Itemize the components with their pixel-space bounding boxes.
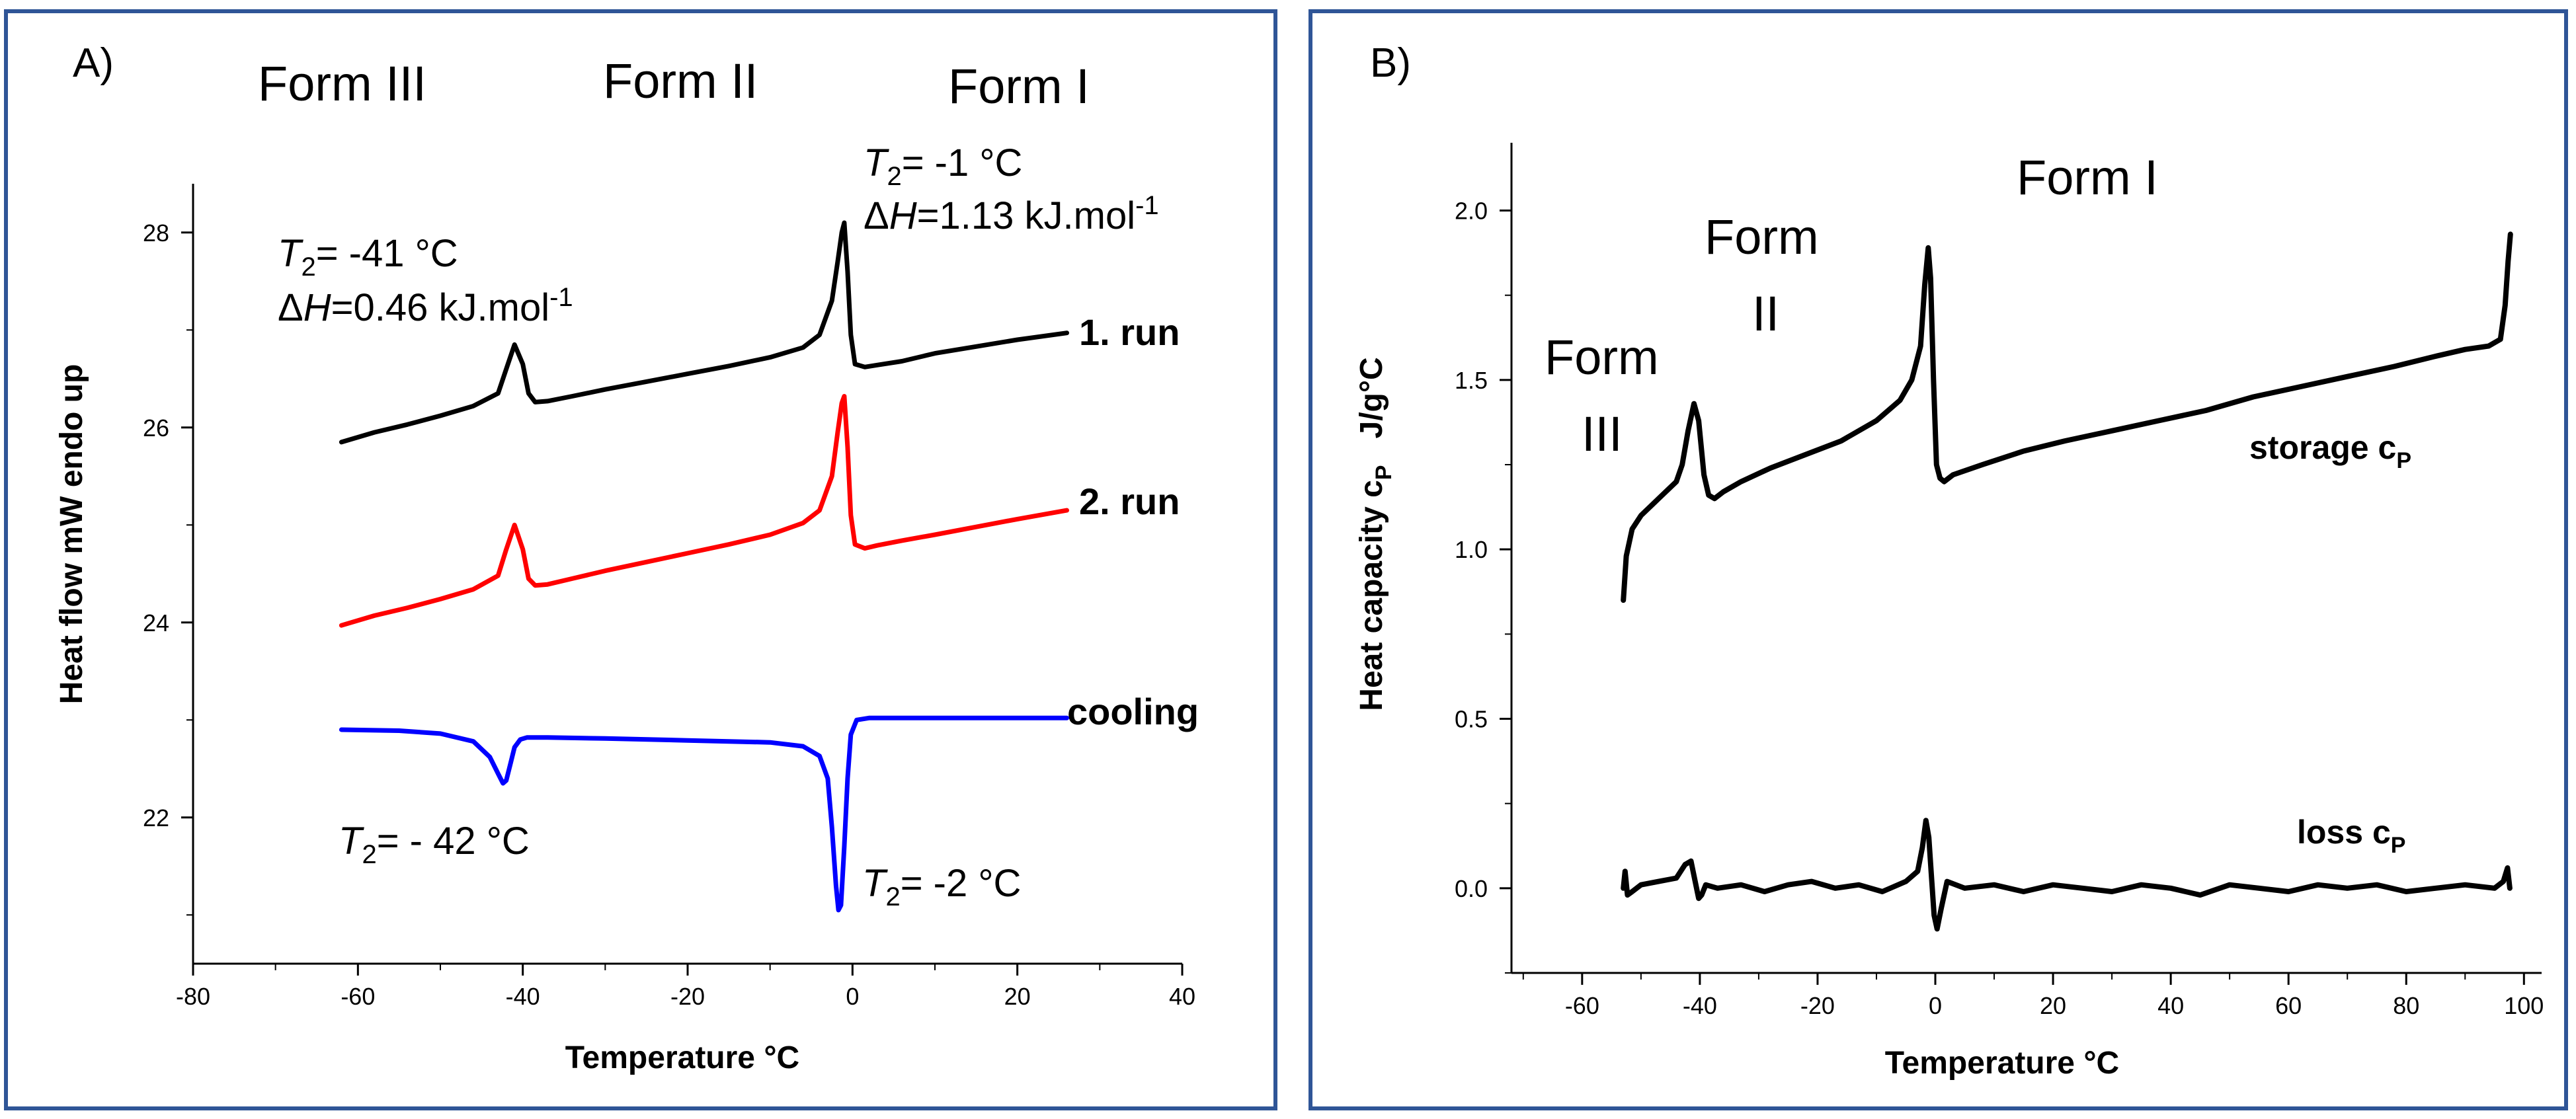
panel-b-x-tick-label: 80 — [2393, 992, 2419, 1019]
x-axis-title-a: Temperature °C — [565, 1040, 799, 1075]
t-subscript: 2 — [887, 162, 901, 191]
delta-symbol: Δ — [864, 194, 889, 237]
peak2-temperature-annotation: T2= -1 °C — [864, 141, 1022, 191]
panel-b-x-tick-label: 100 — [2504, 992, 2544, 1019]
panel-a-x-tick-label: 20 — [1004, 983, 1031, 1010]
panel-a-series-line-2 — [339, 394, 1069, 628]
panel-b-y-tick-label: 2.0 — [1455, 198, 1488, 225]
series-label-run2: 2. run — [1079, 481, 1180, 522]
y-axis-title-b-text: Heat capacity c — [1354, 480, 1389, 711]
form-iii-label-b-line1: Form — [1545, 330, 1659, 385]
h-symbol: H — [889, 194, 917, 237]
peak2-enthalpy-annotation: ΔH=1.13 kJ.mol-1 — [864, 191, 1159, 237]
panel-a-series-line-3 — [339, 715, 1069, 913]
panel-b-x-tick-label: 0 — [1929, 992, 1942, 1019]
delta-symbol: Δ — [278, 286, 303, 329]
storage-cp-subscript: P — [2396, 448, 2411, 473]
panel-a-y-tick-label: 26 — [143, 414, 169, 442]
series-label-cooling: cooling — [1067, 691, 1199, 732]
peak1-temperature-annotation: T2= -41 °C — [278, 232, 458, 282]
t-symbol: T — [862, 862, 888, 905]
panel-a-x-tick-label: -40 — [506, 983, 540, 1010]
series-label-storage-cp: storage cP — [2249, 429, 2411, 473]
dh-exponent: -1 — [1135, 191, 1159, 220]
panel-b-y-tick-label: 1.0 — [1455, 536, 1488, 563]
form-i-label-b: Form I — [2017, 150, 2158, 205]
dh-value: =1.13 kJ.mol — [917, 194, 1135, 237]
panel-b-x-tick-label: 40 — [2157, 992, 2184, 1019]
panel-b-x-tick-label: 20 — [2040, 992, 2066, 1019]
panel-b-series — [1621, 231, 2513, 932]
panel-a-y-tick-label: 24 — [143, 609, 169, 637]
panel-a-x-tick-label: -20 — [670, 983, 705, 1010]
panel-a-x-tick-label: -60 — [341, 983, 375, 1010]
t-symbol: T — [339, 820, 364, 863]
form-ii-label-b-line1: Form — [1705, 210, 1819, 264]
series-label-run1: 1. run — [1079, 311, 1180, 353]
t-symbol: T — [278, 232, 303, 275]
panel-b-series-line-1 — [1621, 231, 2513, 603]
peak1-enthalpy-annotation: ΔH=0.46 kJ.mol-1 — [278, 283, 573, 329]
y-axis-title-b-unit: J/g°C — [1354, 357, 1389, 438]
form-iii-label: Form III — [258, 56, 426, 111]
y-axis-title-b-subscript: P — [1371, 465, 1396, 481]
panel-b-y-tick-label: 0.0 — [1455, 875, 1488, 902]
panel-b-x-tick-label: 60 — [2275, 992, 2302, 1019]
y-axis-title-a: Heat flow mW endo up — [54, 364, 89, 705]
panel-a-series-line-1 — [339, 220, 1069, 445]
panel-b-y-tick-label: 1.5 — [1455, 367, 1488, 394]
storage-cp-text: storage c — [2249, 429, 2396, 466]
form-ii-label-b-line2: II — [1752, 286, 1779, 341]
panel-a-x-tick-label: 0 — [846, 983, 859, 1010]
panel-a-label: A) — [73, 40, 114, 86]
panel-a-y-tick-label: 22 — [143, 804, 169, 831]
form-iii-label-b-line2: III — [1582, 406, 1623, 461]
t-subscript: 2 — [362, 840, 376, 869]
t-value: = -41 °C — [316, 232, 458, 275]
cooling2-temperature-annotation: T2= -2 °C — [862, 862, 1021, 911]
panel-a-x-tick-label: -80 — [176, 983, 210, 1010]
form-i-label: Form I — [948, 59, 1090, 114]
t-value: = -1 °C — [902, 141, 1023, 184]
dh-value: =0.46 kJ.mol — [331, 286, 549, 329]
x-axis-title-b: Temperature °C — [1885, 1046, 2119, 1081]
panel-b-x-tick-label: -20 — [1800, 992, 1835, 1019]
t-subscript: 2 — [301, 252, 315, 282]
panel-b-axes: -60 -40 -20 0 20 40 60 80 100 0.0 0.5 1.0 1.5 2.0 — [1455, 143, 2544, 1019]
h-symbol: H — [303, 286, 331, 329]
panel-b-label: B) — [1370, 40, 1411, 86]
panel-b-y-tick-label: 0.5 — [1455, 706, 1488, 733]
t-symbol: T — [864, 141, 889, 184]
t-value: = - 42 °C — [377, 820, 530, 863]
panel-a-x-tick-label: 40 — [1169, 983, 1195, 1010]
t-value: = -2 °C — [901, 862, 1022, 905]
panel-a-frame — [4, 9, 1277, 1110]
form-ii-label: Form II — [603, 54, 758, 108]
loss-cp-text: loss c — [2297, 814, 2391, 851]
loss-cp-subscript: P — [2391, 833, 2406, 858]
panel-a-series — [339, 220, 1069, 913]
panel-a-y-tick-label: 28 — [143, 219, 169, 247]
t-subscript: 2 — [885, 882, 900, 911]
series-label-loss-cp: loss cP — [2297, 814, 2405, 858]
dh-exponent: -1 — [549, 283, 573, 312]
panel-b-series-line-2 — [1621, 818, 2513, 932]
y-axis-title-b: Heat capacity cP J/g°C — [1354, 357, 1396, 711]
cooling1-temperature-annotation: T2= - 42 °C — [339, 820, 530, 869]
panel-b-x-tick-label: -60 — [1565, 992, 1599, 1019]
panel-b-x-tick-label: -40 — [1683, 992, 1717, 1019]
